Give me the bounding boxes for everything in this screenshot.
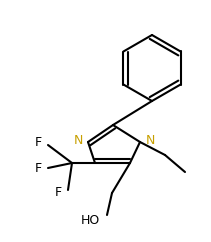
Text: F: F <box>35 136 42 149</box>
Text: F: F <box>55 186 62 198</box>
Text: N: N <box>146 135 155 148</box>
Text: F: F <box>35 161 42 174</box>
Text: HO: HO <box>81 213 100 227</box>
Text: N: N <box>74 134 83 146</box>
